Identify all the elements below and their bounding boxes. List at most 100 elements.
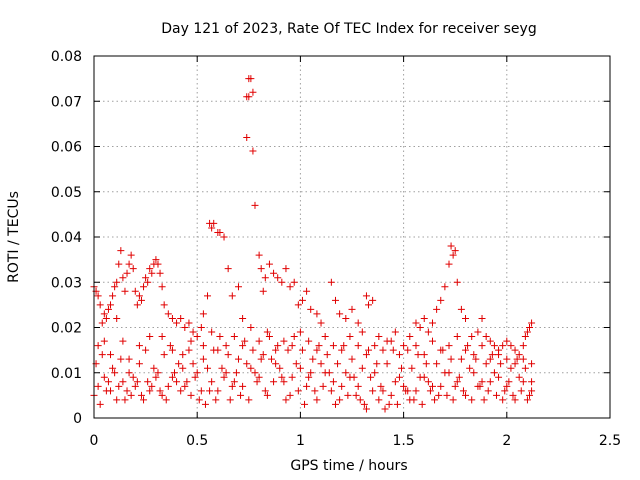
data-point [383,360,391,368]
data-point [249,147,257,155]
data-point [490,342,498,350]
data-point [470,369,478,377]
data-point [517,387,525,395]
data-point [278,278,286,286]
data-point [234,283,242,291]
data-point [447,355,455,363]
data-point [313,396,321,404]
data-point [146,387,154,395]
data-point [96,400,104,408]
data-point [245,93,253,101]
data-point [224,265,232,273]
data-point [428,319,436,327]
data-point [154,369,162,377]
data-point [346,333,354,341]
data-point [119,274,127,282]
data-point [435,391,443,399]
data-point [222,342,230,350]
data-point [426,387,434,395]
data-point [144,278,152,286]
data-point [280,378,288,386]
data-point [431,396,439,404]
data-point [445,369,453,377]
data-point [127,251,135,259]
data-point [528,319,536,327]
y-tick-label: 0.07 [51,94,82,110]
data-point [121,396,129,404]
data-point [142,346,150,354]
data-point [338,346,346,354]
data-point [365,301,373,309]
data-point [468,396,476,404]
data-point [255,373,263,381]
data-point [288,342,296,350]
data-point [272,346,280,354]
x-tick-label: 1.5 [392,433,414,449]
data-point [146,265,154,273]
data-point [342,369,350,377]
data-point [377,382,385,390]
data-point [451,247,459,255]
data-point [135,292,143,300]
data-point [232,369,240,377]
data-point [373,360,381,368]
data-point [453,333,461,341]
data-point [270,269,278,277]
data-point [303,287,311,295]
data-point [428,382,436,390]
data-point [445,342,453,350]
data-point [391,378,399,386]
data-point [375,396,383,404]
data-point [214,387,222,395]
data-point [354,342,362,350]
data-point [249,88,257,96]
data-point [113,278,121,286]
y-tick-label: 0.03 [51,275,82,291]
data-point [111,369,119,377]
data-point [354,319,362,327]
data-point [216,228,224,236]
y-tick-label: 0.05 [51,185,82,201]
data-point [204,364,212,372]
data-point [162,396,170,404]
data-point [222,369,230,377]
data-point [336,310,344,318]
data-point [365,346,373,354]
data-point [220,373,228,381]
data-point [453,278,461,286]
data-point [420,314,428,322]
data-point [272,360,280,368]
data-point [247,75,255,83]
data-point [507,342,515,350]
data-point [173,319,181,327]
data-point [268,355,276,363]
data-point [457,355,465,363]
data-point [317,319,325,327]
y-tick-label: 0.08 [51,49,82,65]
data-point [393,400,401,408]
data-point [228,292,236,300]
data-point [414,351,422,359]
data-point [220,233,228,241]
data-point [511,360,519,368]
data-point [499,342,507,350]
x-tick-label: 0.5 [186,433,208,449]
data-point [468,333,476,341]
data-point [356,396,364,404]
data-point [462,314,470,322]
data-point [340,342,348,350]
data-point [247,364,255,372]
data-point [123,269,131,277]
data-point [478,378,486,386]
data-point [441,283,449,291]
data-point [352,391,360,399]
data-point [391,328,399,336]
data-point [107,351,115,359]
data-point [193,333,201,341]
data-point [251,201,259,209]
data-point [288,373,296,381]
data-point [125,355,133,363]
data-point [497,360,505,368]
data-point [111,283,119,291]
data-point [214,346,222,354]
